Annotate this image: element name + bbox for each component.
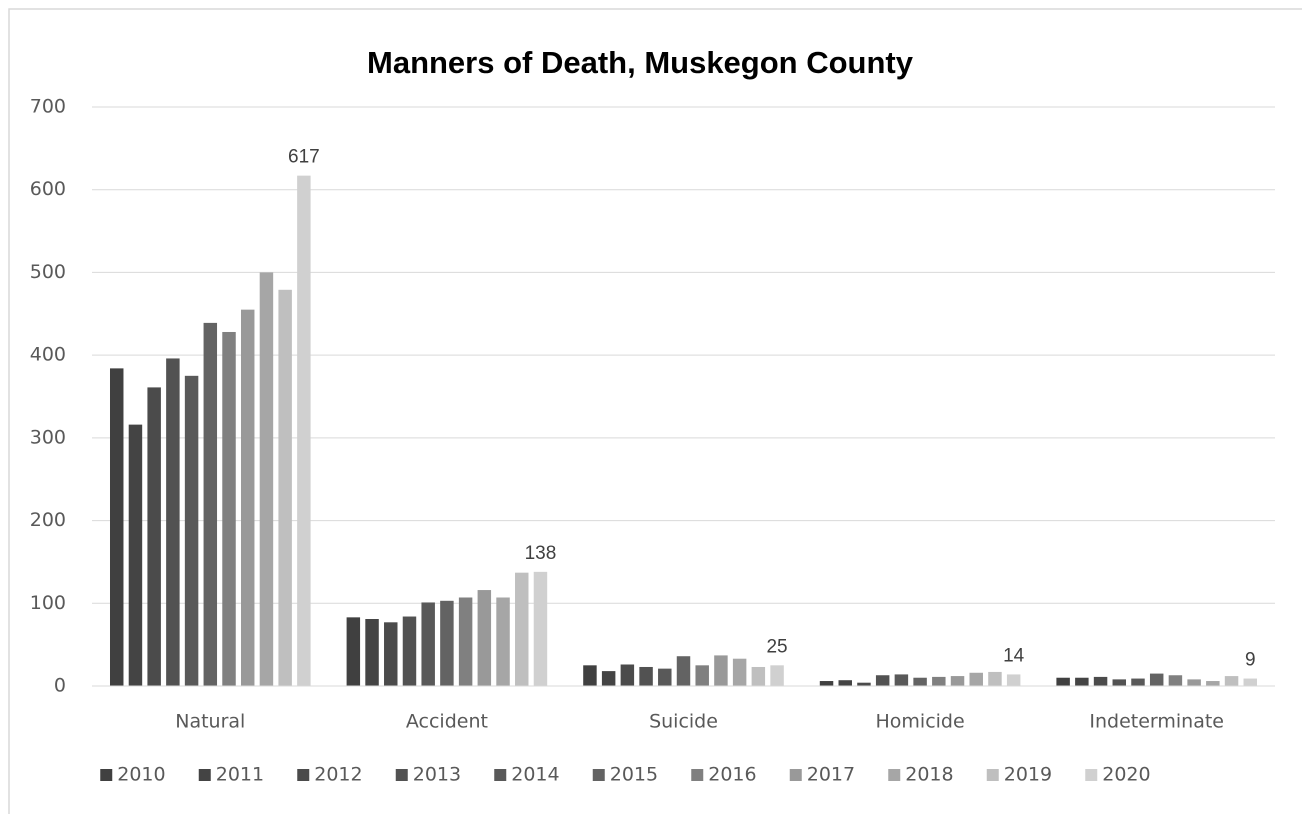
- legend-label: 2017: [807, 764, 855, 786]
- bar: [166, 358, 180, 686]
- bar: [913, 677, 927, 686]
- y-tick-label: 500: [30, 261, 66, 283]
- bar: [875, 675, 890, 686]
- chart-frame: [8, 8, 1302, 814]
- y-tick-label: 400: [30, 344, 66, 366]
- x-tick-label: Natural: [175, 711, 245, 733]
- legend-label: 2020: [1102, 764, 1150, 786]
- y-tick-label: 100: [30, 592, 66, 614]
- legend-label: 2015: [610, 764, 658, 786]
- bar: [894, 674, 909, 686]
- x-tick-label: Accident: [406, 711, 488, 733]
- legend-swatch: [198, 769, 211, 781]
- data-label: 9: [1245, 650, 1256, 671]
- legend-swatch: [395, 769, 408, 781]
- bar: [346, 617, 361, 686]
- legend-label: 2010: [117, 764, 165, 786]
- bar: [1056, 677, 1070, 686]
- legend-label: 2019: [1004, 764, 1052, 786]
- bar: [128, 424, 143, 686]
- data-label: 617: [288, 147, 320, 168]
- legend-swatch: [297, 769, 310, 781]
- bar: [240, 309, 255, 686]
- bar: [1243, 678, 1258, 686]
- bar: [1149, 673, 1164, 686]
- bar: [533, 571, 548, 686]
- bar: [950, 676, 965, 686]
- bar: [477, 590, 492, 686]
- bar: [838, 680, 852, 686]
- bar: [259, 272, 274, 686]
- bar: [639, 666, 653, 686]
- bar: [365, 619, 379, 686]
- legend-swatch: [691, 769, 704, 781]
- bar: [1006, 674, 1021, 686]
- data-label: 25: [766, 636, 787, 657]
- bar: [421, 602, 435, 686]
- legend-label: 2014: [511, 764, 559, 786]
- y-tick-label: 700: [30, 96, 66, 118]
- bar: [1187, 679, 1201, 686]
- bar: [857, 682, 871, 686]
- bar: [732, 658, 747, 686]
- data-label: 14: [1003, 645, 1025, 666]
- bar: [1112, 679, 1127, 686]
- x-tick-label: Homicide: [876, 711, 965, 733]
- bar: [515, 572, 529, 686]
- bar: [969, 672, 983, 686]
- bar: [819, 681, 834, 686]
- bar: [1075, 677, 1089, 686]
- bar: [658, 668, 672, 686]
- bar: [222, 331, 236, 686]
- bar: [147, 387, 161, 686]
- legend-swatch: [592, 769, 605, 781]
- legend-swatch: [100, 769, 113, 781]
- x-tick-label: Indeterminate: [1089, 711, 1224, 733]
- bar: [583, 665, 597, 686]
- bar: [714, 655, 728, 686]
- legend-label: 2016: [708, 764, 756, 786]
- legend-swatch: [888, 769, 901, 781]
- bar: [440, 600, 454, 686]
- x-tick-label: Suicide: [649, 711, 718, 733]
- bar: [676, 656, 691, 686]
- y-tick-label: 300: [30, 426, 66, 448]
- bar: [988, 671, 1002, 686]
- y-tick-label: 0: [54, 675, 66, 697]
- bar: [109, 368, 124, 686]
- bar: [203, 322, 218, 686]
- data-label: 138: [525, 543, 557, 564]
- bar: [402, 616, 417, 686]
- bar: [384, 622, 398, 686]
- bar: [770, 665, 784, 686]
- bar: [1093, 676, 1108, 686]
- bar: [1206, 681, 1220, 686]
- bar: [1224, 676, 1239, 686]
- legend-label: 2018: [905, 764, 953, 786]
- y-tick-label: 200: [30, 509, 66, 531]
- y-tick-label: 600: [30, 178, 66, 200]
- bar: [458, 597, 473, 686]
- bar: [297, 175, 311, 686]
- legend-swatch: [1085, 769, 1098, 781]
- legend-label: 2013: [413, 764, 461, 786]
- bar: [695, 665, 709, 686]
- legend-label: 2012: [314, 764, 362, 786]
- bar: [620, 664, 635, 686]
- legend-label: 2011: [216, 764, 264, 786]
- bar: [1131, 678, 1145, 686]
- bar: [601, 671, 616, 686]
- legend-swatch: [986, 769, 999, 781]
- legend-swatch: [789, 769, 802, 781]
- bar: [184, 375, 199, 686]
- bar: [1168, 675, 1183, 686]
- bar: [278, 289, 292, 686]
- bar: [751, 666, 766, 686]
- legend-swatch: [494, 769, 507, 781]
- bar: [932, 676, 946, 686]
- bar: [496, 597, 510, 686]
- chart-title: Manners of Death, Muskegon County: [367, 45, 914, 80]
